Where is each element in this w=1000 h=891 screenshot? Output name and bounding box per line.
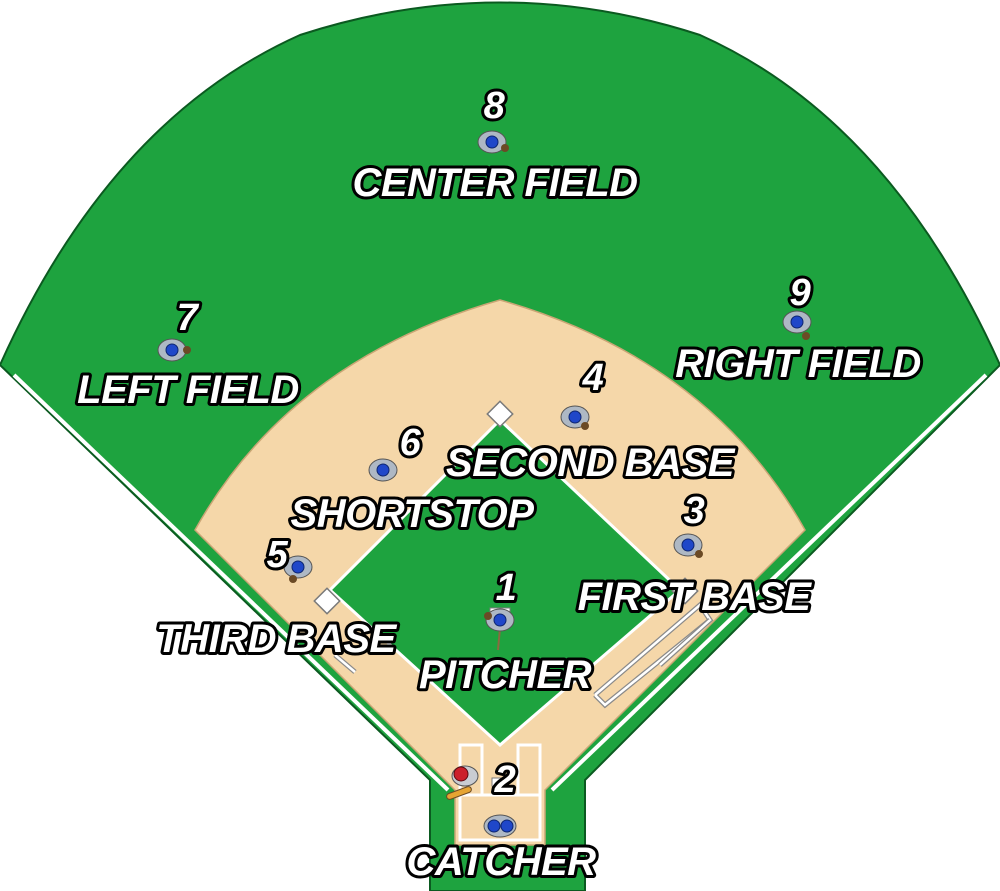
pitcher-figure: [484, 608, 515, 651]
left-field-label: LEFT FIELD: [77, 368, 299, 412]
right-field-figure: [782, 310, 812, 340]
second-base-figure: [560, 405, 590, 430]
center-field-number: 8: [484, 85, 506, 127]
center-field-figure: [477, 130, 509, 154]
first-base-label: FIRST BASE: [578, 575, 813, 619]
left-field-number: 7: [177, 297, 200, 339]
third-base: [313, 587, 341, 615]
left-field-figure: [157, 338, 191, 362]
home-plate: [491, 777, 509, 794]
first-base-number: 3: [684, 490, 705, 532]
shortstop-figure: [368, 458, 398, 482]
catchers-box: [458, 793, 542, 842]
second-base: [486, 400, 514, 428]
second-base-label: SECOND BASE: [446, 441, 736, 485]
first-base-coach-line-inner: [659, 619, 711, 666]
shortstop-number: 6: [400, 422, 422, 464]
third-base-label: THIRD BASE: [156, 617, 397, 661]
left-foul-line: [12, 373, 450, 792]
catcher-figure: [483, 814, 517, 838]
right-foul-line: [550, 373, 988, 792]
third-base-coach-line-inner: [334, 654, 356, 673]
batter-figure: [446, 765, 479, 800]
right-field-label: RIGHT FIELD: [675, 342, 921, 386]
third-base-figure: [283, 555, 313, 583]
infield-grass: [327, 417, 683, 748]
pitcher-label: PITCHER: [419, 653, 592, 697]
third-base-number: 5: [267, 534, 289, 576]
shortstop-label: SHORTSTOP: [291, 492, 535, 536]
catcher-number: 2: [494, 759, 516, 801]
center-field-label: CENTER FIELD: [352, 161, 637, 205]
second-base-number: 4: [582, 357, 604, 399]
first-base: [671, 577, 699, 605]
catcher-label: CATCHER: [406, 840, 596, 884]
right-field-number: 9: [790, 272, 811, 314]
pitcher-number: 1: [496, 567, 517, 609]
first-base-figure: [673, 533, 703, 558]
